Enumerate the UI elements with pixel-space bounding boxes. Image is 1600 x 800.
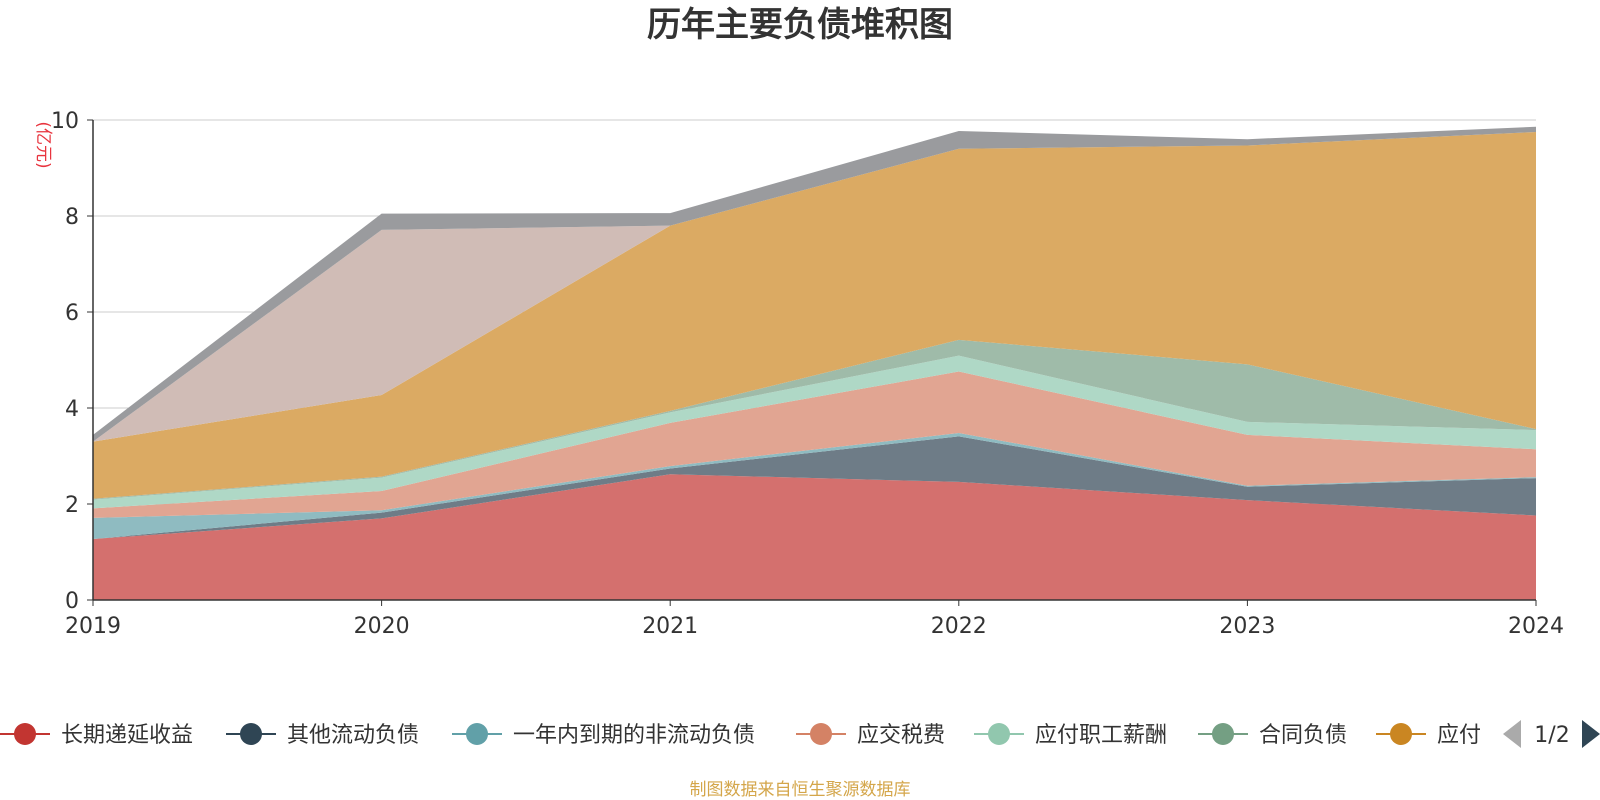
x-tick-label: 2021 [642, 614, 698, 639]
area-series-2 [93, 432, 1536, 540]
legend-item[interactable]: 应付 [1376, 723, 1481, 748]
legend: 长期递延收益 其他流动负债 一年内到期的非流动负债 应交税费 应付职工薪酬 合同负债 应付 [0, 723, 1481, 748]
legend-page-indicator: 1/2 [1534, 723, 1569, 748]
legend-marker-icon [466, 723, 488, 745]
area-series-3 [93, 371, 1536, 518]
legend-label: 应交税费 [857, 723, 945, 748]
legend-marker-icon [1212, 723, 1234, 745]
y-tick-label: 10 [51, 109, 79, 134]
area-series-0 [93, 474, 1536, 600]
legend-marker-icon [988, 723, 1010, 745]
legend-item[interactable]: 其他流动负债 [226, 723, 419, 748]
y-axis-unit-label: (亿元) [33, 121, 53, 168]
legend-item[interactable]: 长期递延收益 [0, 723, 193, 748]
x-tick-label: 2019 [65, 614, 121, 639]
legend-marker-icon [14, 723, 36, 745]
legend-item[interactable]: 一年内到期的非流动负债 [452, 723, 755, 748]
legend-label: 合同负债 [1259, 723, 1347, 748]
area-series-1 [93, 436, 1536, 540]
x-tick-label: 2022 [931, 614, 987, 639]
legend-label: 长期递延收益 [61, 723, 193, 748]
legend-marker-icon [240, 723, 262, 745]
legend-label: 其他流动负债 [287, 723, 419, 748]
legend-label: 一年内到期的非流动负债 [513, 723, 755, 748]
legend-prev-page-icon[interactable] [1503, 720, 1521, 748]
axes: 0 2 4 6 8 10 2019 2020 2021 2022 2023 2024 [51, 109, 1564, 639]
legend-next-page-icon[interactable] [1582, 720, 1600, 748]
legend-marker-icon [810, 723, 832, 745]
legend-label: 应付 [1437, 723, 1481, 748]
area-series [93, 126, 1536, 600]
y-tick-label: 8 [65, 205, 79, 230]
area-series-7 [93, 132, 1536, 442]
legend-pager: 1/2 [1503, 720, 1600, 748]
legend-marker-icon [1390, 723, 1412, 745]
area-series-6 [93, 132, 1536, 499]
area-series-4 [93, 355, 1536, 509]
x-tick-label: 2023 [1219, 614, 1275, 639]
chart-title: 历年主要负债堆积图 [647, 5, 953, 45]
y-tick-label: 6 [65, 301, 79, 326]
legend-label: 应付职工薪酬 [1035, 723, 1167, 748]
legend-item[interactable]: 合同负债 [1198, 723, 1347, 748]
x-tick-label: 2024 [1508, 614, 1564, 639]
legend-item[interactable]: 应付职工薪酬 [974, 723, 1167, 748]
y-tick-label: 0 [65, 589, 79, 614]
y-tick-label: 4 [65, 397, 79, 422]
x-tick-label: 2020 [354, 614, 410, 639]
area-series-5 [93, 339, 1536, 500]
legend-item[interactable]: 应交税费 [796, 723, 945, 748]
y-tick-label: 2 [65, 493, 79, 518]
data-source-note: 制图数据来自恒生聚源数据库 [690, 780, 911, 800]
